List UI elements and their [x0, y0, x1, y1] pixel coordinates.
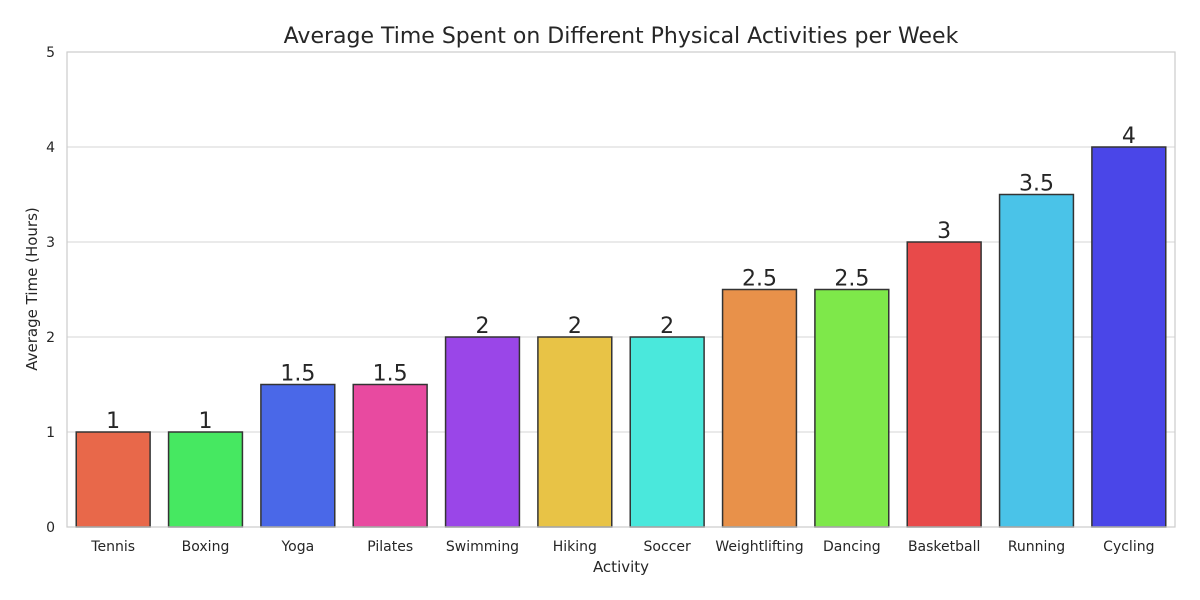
- data-label-swimming: 2: [476, 314, 490, 339]
- bar-running: [998, 193, 1075, 528]
- x-tick-label-tennis: Tennis: [90, 539, 135, 555]
- y-axis-ticks: 0 1 2 3 4 5: [46, 45, 55, 536]
- bar-weightlifting: [721, 288, 798, 528]
- bar-tennis: [75, 431, 151, 528]
- data-label-pilates: 1.5: [373, 362, 408, 387]
- data-label-hiking: 2: [568, 314, 582, 339]
- bar-dancing: [814, 288, 890, 528]
- y-axis-title: Average Time (Hours): [23, 207, 41, 371]
- axes-frame: [66, 51, 1176, 528]
- data-label-yoga: 1.5: [280, 362, 315, 387]
- data-label-running: 3.5: [1019, 172, 1054, 197]
- y-tick-label: 2: [46, 330, 55, 346]
- x-axis-title: Activity: [593, 558, 649, 576]
- bar-boxing: [167, 431, 244, 528]
- bar-soccer: [629, 336, 705, 528]
- chart-title: Average Time Spent on Different Physical…: [284, 24, 959, 49]
- x-tick-label-boxing: Boxing: [182, 539, 230, 555]
- data-labels: 1 1 1.5 1.5 2 2 2 2.5 2.5 3 3.5 4: [106, 124, 1136, 434]
- bar-swimming: [444, 336, 521, 528]
- bars: [75, 146, 1167, 528]
- x-tick-label-soccer: Soccer: [644, 539, 691, 555]
- x-tick-label-hiking: Hiking: [553, 539, 597, 555]
- y-tick-label: 1: [46, 425, 55, 441]
- data-label-boxing: 1: [199, 409, 213, 434]
- data-label-tennis: 1: [106, 409, 120, 434]
- x-tick-label-swimming: Swimming: [446, 539, 519, 555]
- x-tick-label-yoga: Yoga: [280, 539, 314, 555]
- x-tick-label-running: Running: [1008, 539, 1065, 555]
- x-tick-label-dancing: Dancing: [823, 539, 881, 555]
- data-label-soccer: 2: [660, 314, 674, 339]
- data-label-weightlifting: 2.5: [742, 267, 777, 292]
- data-label-basketball: 3: [937, 219, 951, 244]
- y-tick-label: 3: [46, 235, 55, 251]
- bar-pilates: [352, 383, 428, 528]
- x-tick-label-pilates: Pilates: [367, 539, 413, 555]
- x-tick-label-weightlifting: Weightlifting: [715, 539, 803, 555]
- x-tick-label-cycling: Cycling: [1103, 539, 1154, 555]
- bar-hiking: [537, 336, 613, 528]
- bar-basketball: [906, 241, 982, 528]
- bar-cycling: [1091, 146, 1167, 528]
- y-tick-label: 4: [46, 140, 55, 156]
- x-tick-label-basketball: Basketball: [908, 539, 980, 555]
- y-tick-label: 0: [46, 520, 55, 536]
- x-axis-ticks: Tennis Boxing Yoga Pilates Swimming Hiking Soc…: [90, 539, 1154, 555]
- data-label-cycling: 4: [1122, 124, 1136, 149]
- y-tick-label: 5: [46, 45, 55, 61]
- data-label-dancing: 2.5: [834, 267, 869, 292]
- bar-yoga: [260, 383, 336, 528]
